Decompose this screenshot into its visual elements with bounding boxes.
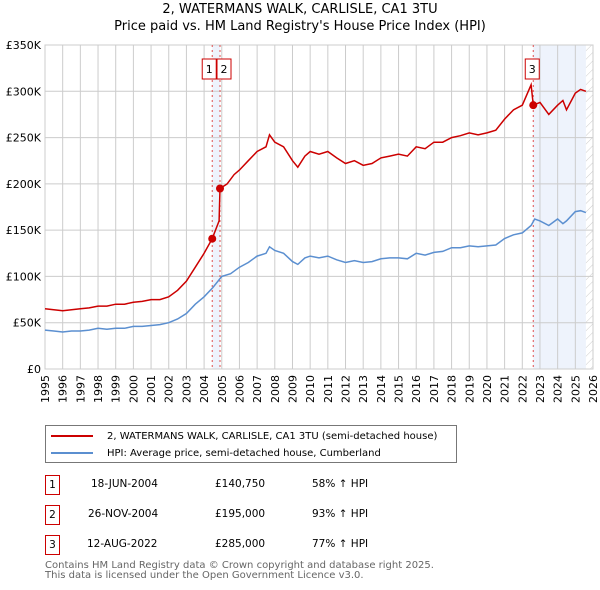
- y-tick-label: £300K: [6, 85, 42, 98]
- sale-point: [216, 184, 225, 193]
- x-tick-label: 1998: [92, 375, 105, 403]
- x-tick-label: 2023: [534, 375, 547, 403]
- legend-hpi-label: HPI: Average price, semi-detached house,…: [107, 447, 381, 459]
- x-tick-label: 2019: [463, 375, 476, 403]
- legend-red-line: [51, 435, 93, 437]
- x-tick-label: 1999: [110, 375, 123, 403]
- x-tick-label: 2000: [127, 375, 140, 403]
- sale-marker-label: 3: [529, 63, 536, 76]
- x-tick-label: 2014: [375, 375, 388, 403]
- transaction-row: 1 18-JUN-2004 £140,750 58% ↑ HPI: [45, 475, 465, 495]
- x-tick-label: 1995: [39, 375, 52, 403]
- transaction-number: 1: [45, 475, 60, 495]
- property-price-line: [44, 81, 587, 312]
- plot-frame: [44, 44, 594, 370]
- x-tick-label: 2006: [233, 375, 246, 403]
- hpi-line: [44, 209, 587, 333]
- transaction-row: 3 12-AUG-2022 £285,000 77% ↑ HPI: [45, 535, 465, 555]
- projection-shading: [533, 45, 586, 369]
- legend-blue-line: [51, 452, 93, 454]
- y-tick-label: £50K: [13, 317, 42, 330]
- legend: 2, WATERMANS WALK, CARLISLE, CA1 3TU (se…: [45, 425, 457, 463]
- y-tick-label: £150K: [6, 224, 42, 237]
- x-tick-label: 2002: [163, 375, 176, 403]
- transaction-hpi: 77% ↑ HPI: [312, 538, 369, 550]
- transaction-number: 2: [45, 505, 60, 525]
- x-tick-label: 2026: [587, 375, 600, 403]
- x-tick-label: 2013: [357, 375, 370, 403]
- sale-marker-label: 2: [221, 63, 228, 76]
- transaction-date: 18-JUN-2004: [91, 478, 158, 490]
- price-chart: 1995 1996 1997 1998 1999 2000 2001 2002 2003 2004…: [6, 39, 600, 403]
- x-tick-label: 2022: [516, 375, 529, 403]
- chart-title: 2, WATERMANS WALK, CARLISLE, CA1 3TU: [162, 2, 438, 17]
- chart-subtitle: Price paid vs. HM Land Registry's House …: [114, 19, 486, 34]
- footer: Contains HM Land Registry data © Crown c…: [45, 561, 434, 581]
- x-tick-label: 2003: [180, 375, 193, 403]
- sale-marker-label: 1: [206, 63, 213, 76]
- x-tick-label: 2004: [198, 375, 211, 403]
- y-tick-label: £200K: [6, 178, 42, 191]
- x-tick-label: 2001: [145, 375, 158, 403]
- x-tick-label: 2012: [340, 375, 353, 403]
- sale-marker-box: [524, 58, 540, 80]
- transaction-row: 2 26-NOV-2004 £195,000 93% ↑ HPI: [45, 505, 465, 525]
- x-tick-label: 2018: [446, 375, 459, 403]
- transaction-price: £140,750: [215, 478, 266, 490]
- transaction-price: £285,000: [215, 538, 266, 550]
- y-tick-label: £350K: [6, 39, 42, 52]
- x-tick-label: 2016: [410, 375, 423, 403]
- legend-property-label: 2, WATERMANS WALK, CARLISLE, CA1 3TU (se…: [107, 430, 438, 442]
- x-tick-label: 1996: [57, 375, 70, 403]
- x-tick-label: 2009: [286, 375, 299, 403]
- transaction-date: 26-NOV-2004: [88, 508, 159, 520]
- x-tick-label: 2021: [499, 375, 512, 403]
- sale-marker-box: [201, 58, 217, 80]
- transaction-number: 3: [45, 535, 60, 555]
- y-tick-label: £250K: [6, 132, 42, 145]
- x-tick-label: 2025: [569, 375, 582, 403]
- x-tick-label: 2008: [269, 375, 282, 403]
- x-tick-label: 2024: [552, 375, 565, 403]
- sale-point: [529, 101, 538, 110]
- transaction-price: £195,000: [215, 508, 266, 520]
- forecast-hatch: [585, 45, 593, 369]
- transaction-date: 12-AUG-2022: [87, 538, 158, 550]
- footer-copyright: Contains HM Land Registry data © Crown c…: [45, 560, 434, 571]
- x-tick-label: 2005: [216, 375, 229, 403]
- sale-point: [208, 234, 217, 243]
- transaction-hpi: 93% ↑ HPI: [312, 508, 369, 520]
- x-tick-label: 2010: [304, 375, 317, 403]
- x-tick-label: 2007: [251, 375, 264, 403]
- footer-licence: This data is licensed under the Open Gov…: [45, 570, 364, 581]
- x-tick-label: 2015: [393, 375, 406, 403]
- transaction-hpi: 58% ↑ HPI: [312, 478, 369, 490]
- y-tick-label: £0: [27, 363, 41, 376]
- x-tick-label: 2011: [322, 375, 335, 403]
- x-tick-label: 2020: [481, 375, 494, 403]
- y-tick-label: £100K: [6, 270, 42, 283]
- sale-marker-box: [216, 58, 232, 80]
- sale-interval-shading: [212, 45, 221, 369]
- x-tick-label: 2017: [428, 375, 441, 403]
- x-tick-label: 1997: [74, 375, 87, 403]
